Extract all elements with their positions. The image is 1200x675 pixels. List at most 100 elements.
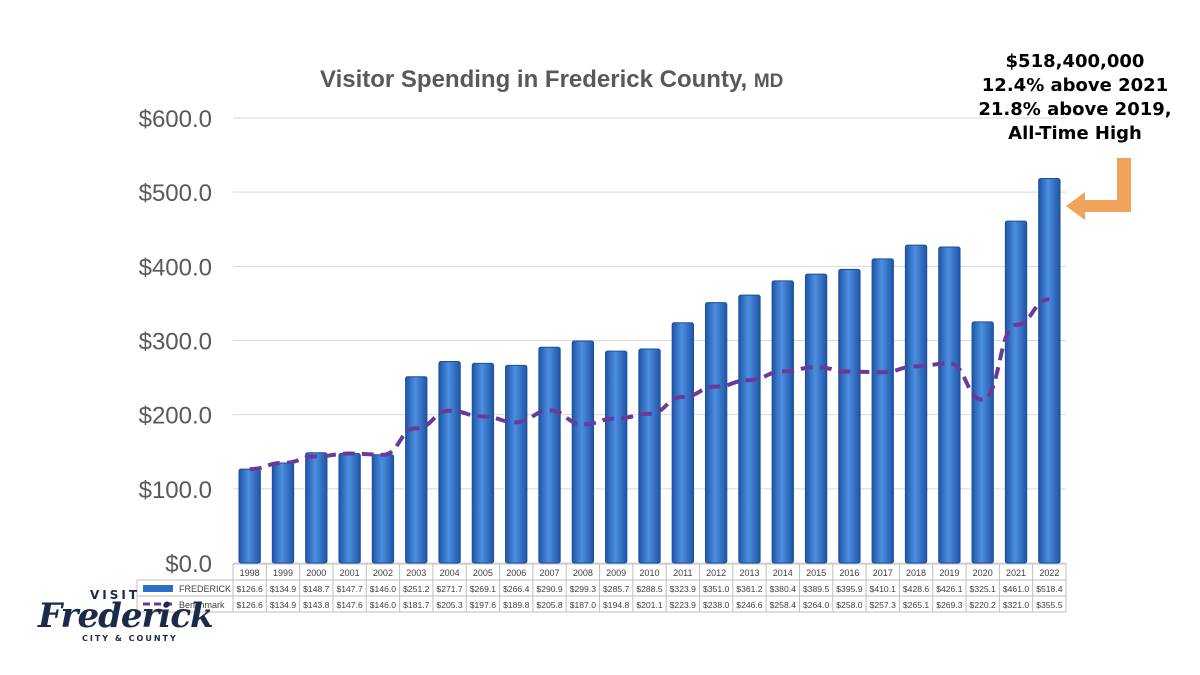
x-tick-label: 2013 bbox=[739, 568, 759, 578]
bar-1999 bbox=[271, 462, 295, 564]
x-tick-label: 2014 bbox=[773, 568, 793, 578]
data-label: $258.4 bbox=[770, 600, 797, 610]
x-tick-label: 2012 bbox=[706, 568, 726, 578]
data-label: $238.0 bbox=[703, 600, 730, 610]
bar-2007 bbox=[538, 346, 561, 564]
x-tick-label: 2015 bbox=[806, 568, 826, 578]
chart-title-main: Visitor Spending in Frederick County, bbox=[320, 66, 748, 93]
data-label: $389.5 bbox=[803, 584, 830, 594]
bar-2010 bbox=[638, 348, 661, 564]
legend-label: FREDERICK bbox=[179, 584, 231, 594]
x-tick-label: 2003 bbox=[406, 568, 426, 578]
y-tick-label: $400.0 bbox=[139, 254, 212, 281]
data-table: 1998 1999 2000 2001 2002 2003 2004 2005 2006 2007… bbox=[136, 563, 1067, 613]
data-label: $143.8 bbox=[303, 600, 330, 610]
data-label: $269.3 bbox=[936, 600, 963, 610]
x-tick-label: 2000 bbox=[306, 568, 326, 578]
chart-title: Visitor Spending in Frederick County, MD bbox=[320, 66, 783, 94]
data-label: $299.3 bbox=[570, 584, 597, 594]
bar-2017 bbox=[871, 258, 894, 564]
data-label: $323.9 bbox=[670, 584, 697, 594]
benchmark-series bbox=[249, 297, 1050, 472]
callout-line: 12.4% above 2021 bbox=[981, 75, 1169, 96]
y-axis-ticks: $0.0 $100.0 $200.0 $300.0 $400.0 $500.0 $600.0 bbox=[139, 106, 212, 578]
data-label: $126.6 bbox=[237, 600, 264, 610]
callout-line: $518,400,000 bbox=[1005, 51, 1145, 72]
x-tick-label: 1999 bbox=[273, 568, 293, 578]
bar-2016 bbox=[838, 268, 861, 564]
visit-frederick-logo: VISIT Frederick CITY & COUNTY bbox=[36, 588, 214, 648]
data-label: $146.0 bbox=[370, 600, 397, 610]
x-tick-label: 2019 bbox=[939, 568, 959, 578]
data-label: $223.9 bbox=[670, 600, 697, 610]
data-label: $266.4 bbox=[503, 584, 530, 594]
bar-2022 bbox=[1038, 178, 1061, 564]
bar-2009 bbox=[605, 350, 628, 564]
data-label: $189.8 bbox=[503, 600, 530, 610]
y-tick-label: $600.0 bbox=[139, 106, 212, 133]
logo-visit-text: VISIT bbox=[90, 588, 141, 602]
data-label: $134.9 bbox=[270, 584, 297, 594]
x-tick-label: 2011 bbox=[673, 568, 692, 578]
data-label: $126.6 bbox=[237, 584, 264, 594]
data-label: $355.5 bbox=[1036, 600, 1063, 610]
bar-2001 bbox=[338, 452, 361, 564]
data-label: $426.1 bbox=[936, 584, 963, 594]
data-label: $181.7 bbox=[403, 600, 430, 610]
data-label: $251.2 bbox=[403, 584, 430, 594]
benchmark-line bbox=[249, 297, 1050, 472]
x-tick-label: 2008 bbox=[573, 568, 593, 578]
data-label: $380.4 bbox=[770, 584, 797, 594]
x-tick-label: 2001 bbox=[340, 568, 360, 578]
x-tick-label: 2007 bbox=[540, 568, 560, 578]
data-label: $134.9 bbox=[270, 600, 297, 610]
x-tick-label: 2006 bbox=[506, 568, 526, 578]
data-label: $290.9 bbox=[536, 584, 563, 594]
y-tick-label: $300.0 bbox=[139, 329, 212, 356]
chart-title-suffix: MD bbox=[753, 71, 784, 92]
x-tick-label: 1998 bbox=[240, 568, 260, 578]
data-label: $146.0 bbox=[370, 584, 397, 594]
data-label: $269.1 bbox=[470, 584, 497, 594]
bar-2011 bbox=[671, 322, 694, 564]
data-label: $148.7 bbox=[303, 584, 330, 594]
data-label: $285.7 bbox=[603, 584, 630, 594]
data-label: $351.0 bbox=[703, 584, 730, 594]
bar-2002 bbox=[371, 454, 395, 564]
x-tick-label: 2017 bbox=[873, 568, 893, 578]
bar-2013 bbox=[738, 294, 761, 564]
y-tick-label: $200.0 bbox=[139, 403, 212, 430]
bar-series bbox=[238, 178, 1061, 564]
data-label: $325.1 bbox=[970, 584, 997, 594]
callout-arrow-icon bbox=[1066, 158, 1131, 220]
data-label: $395.9 bbox=[836, 584, 863, 594]
legend-label: Benchmark bbox=[179, 600, 225, 610]
bar-2015 bbox=[804, 273, 828, 564]
bar-2019 bbox=[938, 246, 961, 564]
data-label: $258.0 bbox=[836, 600, 863, 610]
data-label: $321.0 bbox=[1003, 600, 1030, 610]
x-tick-label: 2016 bbox=[839, 568, 859, 578]
y-tick-label: $100.0 bbox=[139, 477, 212, 504]
data-label: $194.8 bbox=[603, 600, 630, 610]
data-label: $428.6 bbox=[903, 584, 930, 594]
data-label: $410.1 bbox=[870, 584, 897, 594]
bar-2000 bbox=[305, 452, 328, 564]
data-label: $220.2 bbox=[970, 600, 997, 610]
logo-subtitle-text: CITY & COUNTY bbox=[82, 634, 178, 643]
x-tick-label: 2009 bbox=[606, 568, 626, 578]
logo-frederick-text: Frederick bbox=[38, 596, 214, 636]
data-label: $265.1 bbox=[903, 600, 930, 610]
x-tick-label: 2018 bbox=[906, 568, 926, 578]
bar-2020 bbox=[971, 321, 994, 564]
data-label: $361.2 bbox=[736, 584, 763, 594]
bar-1998 bbox=[238, 468, 261, 564]
bar-2014 bbox=[771, 280, 794, 564]
data-label: $205.3 bbox=[436, 600, 463, 610]
data-label: $187.0 bbox=[570, 600, 597, 610]
x-tick-label: 2021 bbox=[1006, 568, 1026, 578]
data-label: $257.3 bbox=[870, 600, 897, 610]
data-label: $288.5 bbox=[636, 584, 663, 594]
callout-arrow-shape bbox=[1066, 158, 1131, 220]
